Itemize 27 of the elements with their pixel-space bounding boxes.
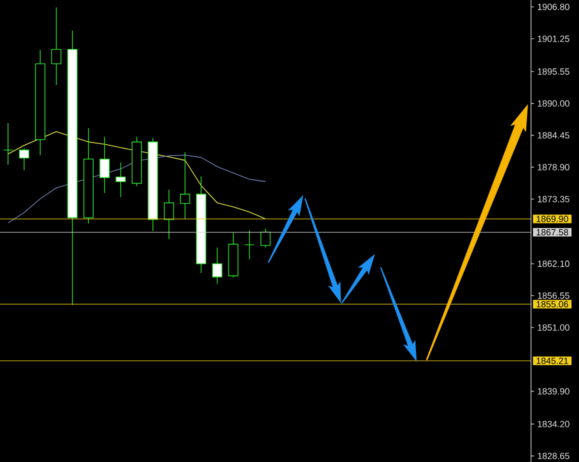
y-tick-label: 1828.65 [538, 452, 570, 460]
candlestick [212, 247, 222, 284]
ref-line-label: 1869.90 [536, 216, 568, 222]
y-tick-label: 1862.10 [538, 260, 570, 267]
y-tick-label: 1873.35 [538, 196, 570, 202]
y-tick-label: 1906.80 [538, 4, 570, 10]
y-tick-label: 1851.00 [538, 324, 570, 331]
y-tick-label: 1839.90 [538, 388, 570, 394]
candlestick [164, 189, 174, 240]
candlestick [116, 162, 126, 198]
candlestick [244, 230, 254, 260]
y-tick-label: 1856.55 [538, 292, 570, 299]
ref-line-label: 1867.58 [536, 229, 568, 236]
candlestick [260, 228, 271, 248]
y-tick-label: 1884.45 [538, 132, 570, 139]
candlestick [100, 136, 110, 194]
ref-line-label: 1845.21 [536, 358, 568, 364]
y-tick-label: 1901.25 [538, 36, 570, 42]
y-tick-label: 1890.00 [538, 100, 570, 107]
y-tick-label: 1834.20 [538, 420, 570, 428]
candlestick [180, 152, 190, 220]
y-tick-label: 1895.55 [538, 68, 570, 75]
ref-line-label: 1855.06 [536, 301, 568, 308]
candlestick [51, 7, 62, 86]
candlestick [2, 122, 14, 166]
y-tick-label: 1878.90 [538, 164, 570, 170]
candlestick [19, 148, 30, 170]
